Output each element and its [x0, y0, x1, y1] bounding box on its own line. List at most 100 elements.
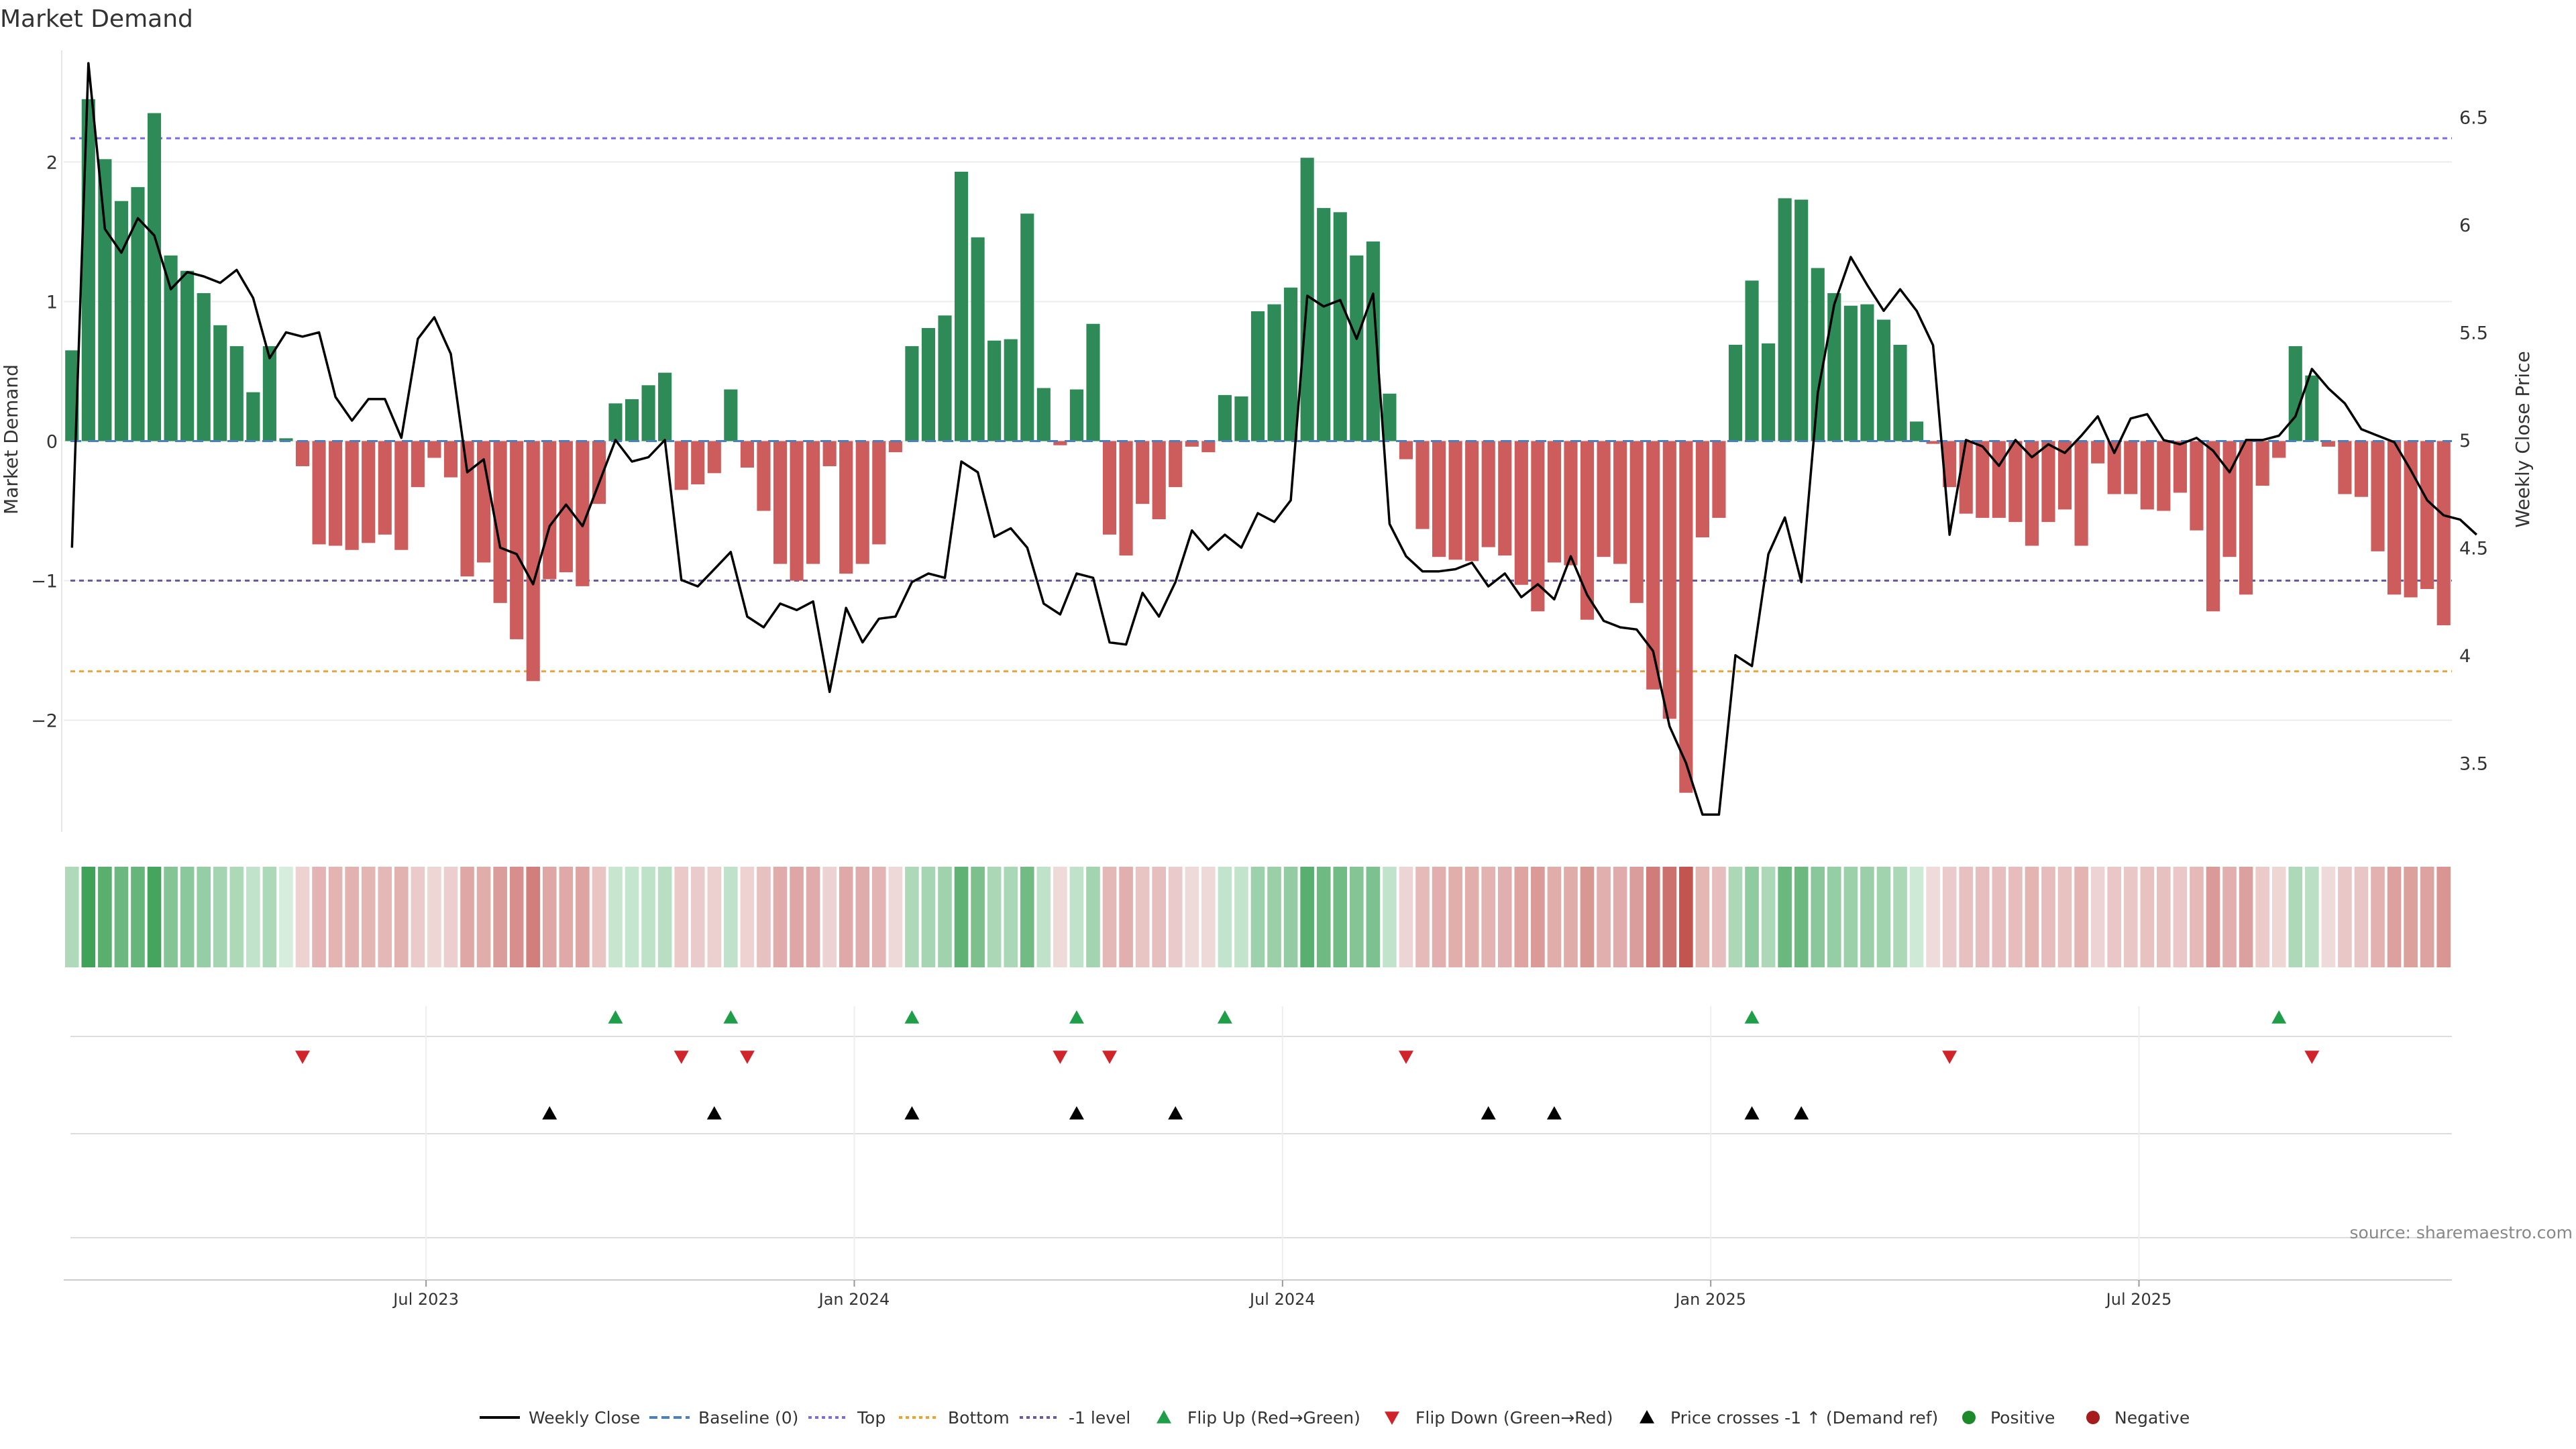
heat-cell — [295, 867, 310, 967]
legend-label: Flip Up (Red→Green) — [1187, 1408, 1360, 1428]
heat-cell — [707, 867, 722, 967]
heat-cell — [576, 867, 590, 967]
heat-cell — [1909, 867, 1924, 967]
heat-cell — [328, 867, 343, 967]
right-axis-label: Weekly Close Price — [2512, 351, 2534, 527]
legend-label: Weekly Close — [529, 1408, 640, 1428]
demand-bar — [312, 441, 326, 545]
heat-cell — [1662, 867, 1677, 967]
demand-bar — [114, 201, 128, 441]
demand-bar — [2025, 441, 2039, 546]
heat-cell — [1102, 867, 1117, 967]
demand-bar — [1580, 441, 1595, 620]
heat-cell — [1464, 867, 1479, 967]
right-tick-label: 6 — [2459, 215, 2471, 236]
heat-cell — [740, 867, 755, 967]
price-cross-marker — [1069, 1106, 1084, 1120]
heat-cell — [1893, 867, 1907, 967]
heat-cell — [64, 867, 79, 967]
demand-bar — [872, 441, 886, 545]
event-marker-panels — [64, 1006, 2452, 1281]
demand-bar — [2222, 441, 2237, 557]
heat-cell — [1316, 867, 1331, 967]
heat-cell — [2173, 867, 2188, 967]
heat-cell — [1283, 867, 1298, 967]
price-cross-marker — [706, 1106, 722, 1120]
demand-bar — [576, 441, 590, 586]
demand-bar — [1317, 208, 1331, 441]
heat-cell — [1580, 867, 1595, 967]
legend-label: Baseline (0) — [698, 1408, 798, 1428]
demand-bar — [938, 315, 952, 441]
heat-cell — [822, 867, 837, 967]
heat-cell — [1712, 867, 1726, 967]
flip-down-marker — [1942, 1051, 1957, 1064]
demand-bar — [2272, 441, 2286, 458]
heat-cell — [1992, 867, 2006, 967]
heat-cell — [164, 867, 178, 967]
demand-bar — [1250, 311, 1265, 441]
demand-bar — [1695, 441, 1709, 538]
demand-bar — [888, 441, 902, 453]
demand-bar — [2124, 441, 2138, 494]
demand-bar — [1827, 292, 1841, 441]
demand-bar — [921, 327, 936, 441]
heat-cell — [1761, 867, 1776, 967]
legend-label: Price crosses -1 ↑ (Demand ref) — [1670, 1408, 1938, 1428]
demand-bar — [2074, 441, 2088, 546]
right-axis-ticks: 6.5 6 5.5 5 4.5 4 3.5 — [2459, 107, 2488, 774]
heat-cell — [888, 867, 903, 967]
heat-cell — [1415, 867, 1430, 967]
heat-cell — [2338, 867, 2352, 967]
heat-cell — [1234, 867, 1248, 967]
left-axis-ticks: 2 1 0 −1 −2 — [31, 152, 58, 731]
flip-up-marker — [1217, 1010, 1232, 1024]
demand-bar — [1860, 304, 1874, 441]
heat-cell — [345, 867, 359, 967]
weekly-close-line — [70, 62, 2477, 816]
flip-up-marker — [2271, 1010, 2287, 1024]
flip-down-marker — [295, 1051, 310, 1064]
heat-cell — [2255, 867, 2269, 967]
heat-cell — [2074, 867, 2088, 967]
demand-bar — [1959, 441, 1973, 514]
demand-bar — [1399, 441, 1413, 460]
heat-cell — [2271, 867, 2286, 967]
heat-cell — [427, 867, 441, 967]
demand-bar — [1762, 343, 1776, 441]
heat-cell — [1366, 867, 1381, 967]
demand-bar — [757, 441, 771, 511]
price-cross-marker — [1481, 1106, 1496, 1120]
heat-cell — [131, 867, 145, 967]
x-tick-label: Jan 2025 — [1674, 1290, 1746, 1309]
heat-cell — [1201, 867, 1216, 967]
demand-bar — [1136, 441, 1150, 504]
heat-cell — [1547, 867, 1562, 967]
heat-cell — [1778, 867, 1792, 967]
demand-bar — [362, 441, 376, 543]
heat-cell — [2239, 867, 2253, 967]
demand-bar — [295, 441, 310, 466]
demand-bar — [1679, 441, 1693, 793]
heat-cell — [592, 867, 606, 967]
demand-bar — [427, 441, 441, 458]
heat-cell — [98, 867, 112, 967]
heat-cell — [1086, 867, 1100, 967]
flip-up-marker — [1069, 1010, 1084, 1024]
demand-bar — [1728, 344, 1743, 441]
demand-bar — [1448, 441, 1462, 560]
price-cross-marker — [1794, 1106, 1809, 1120]
demand-bar — [691, 441, 705, 484]
heat-cell — [1399, 867, 1413, 967]
demand-bar — [1185, 441, 1199, 447]
reference-lines — [70, 137, 2452, 673]
heat-cell — [2140, 867, 2155, 967]
flip-down-marker — [1053, 1051, 1068, 1064]
heat-cell — [1926, 867, 1940, 967]
demand-bar — [197, 292, 211, 441]
heat-cell — [855, 867, 870, 967]
demand-bar — [98, 159, 112, 441]
heat-cell — [213, 867, 227, 967]
demand-bar — [394, 441, 409, 550]
demand-bar — [773, 441, 788, 564]
